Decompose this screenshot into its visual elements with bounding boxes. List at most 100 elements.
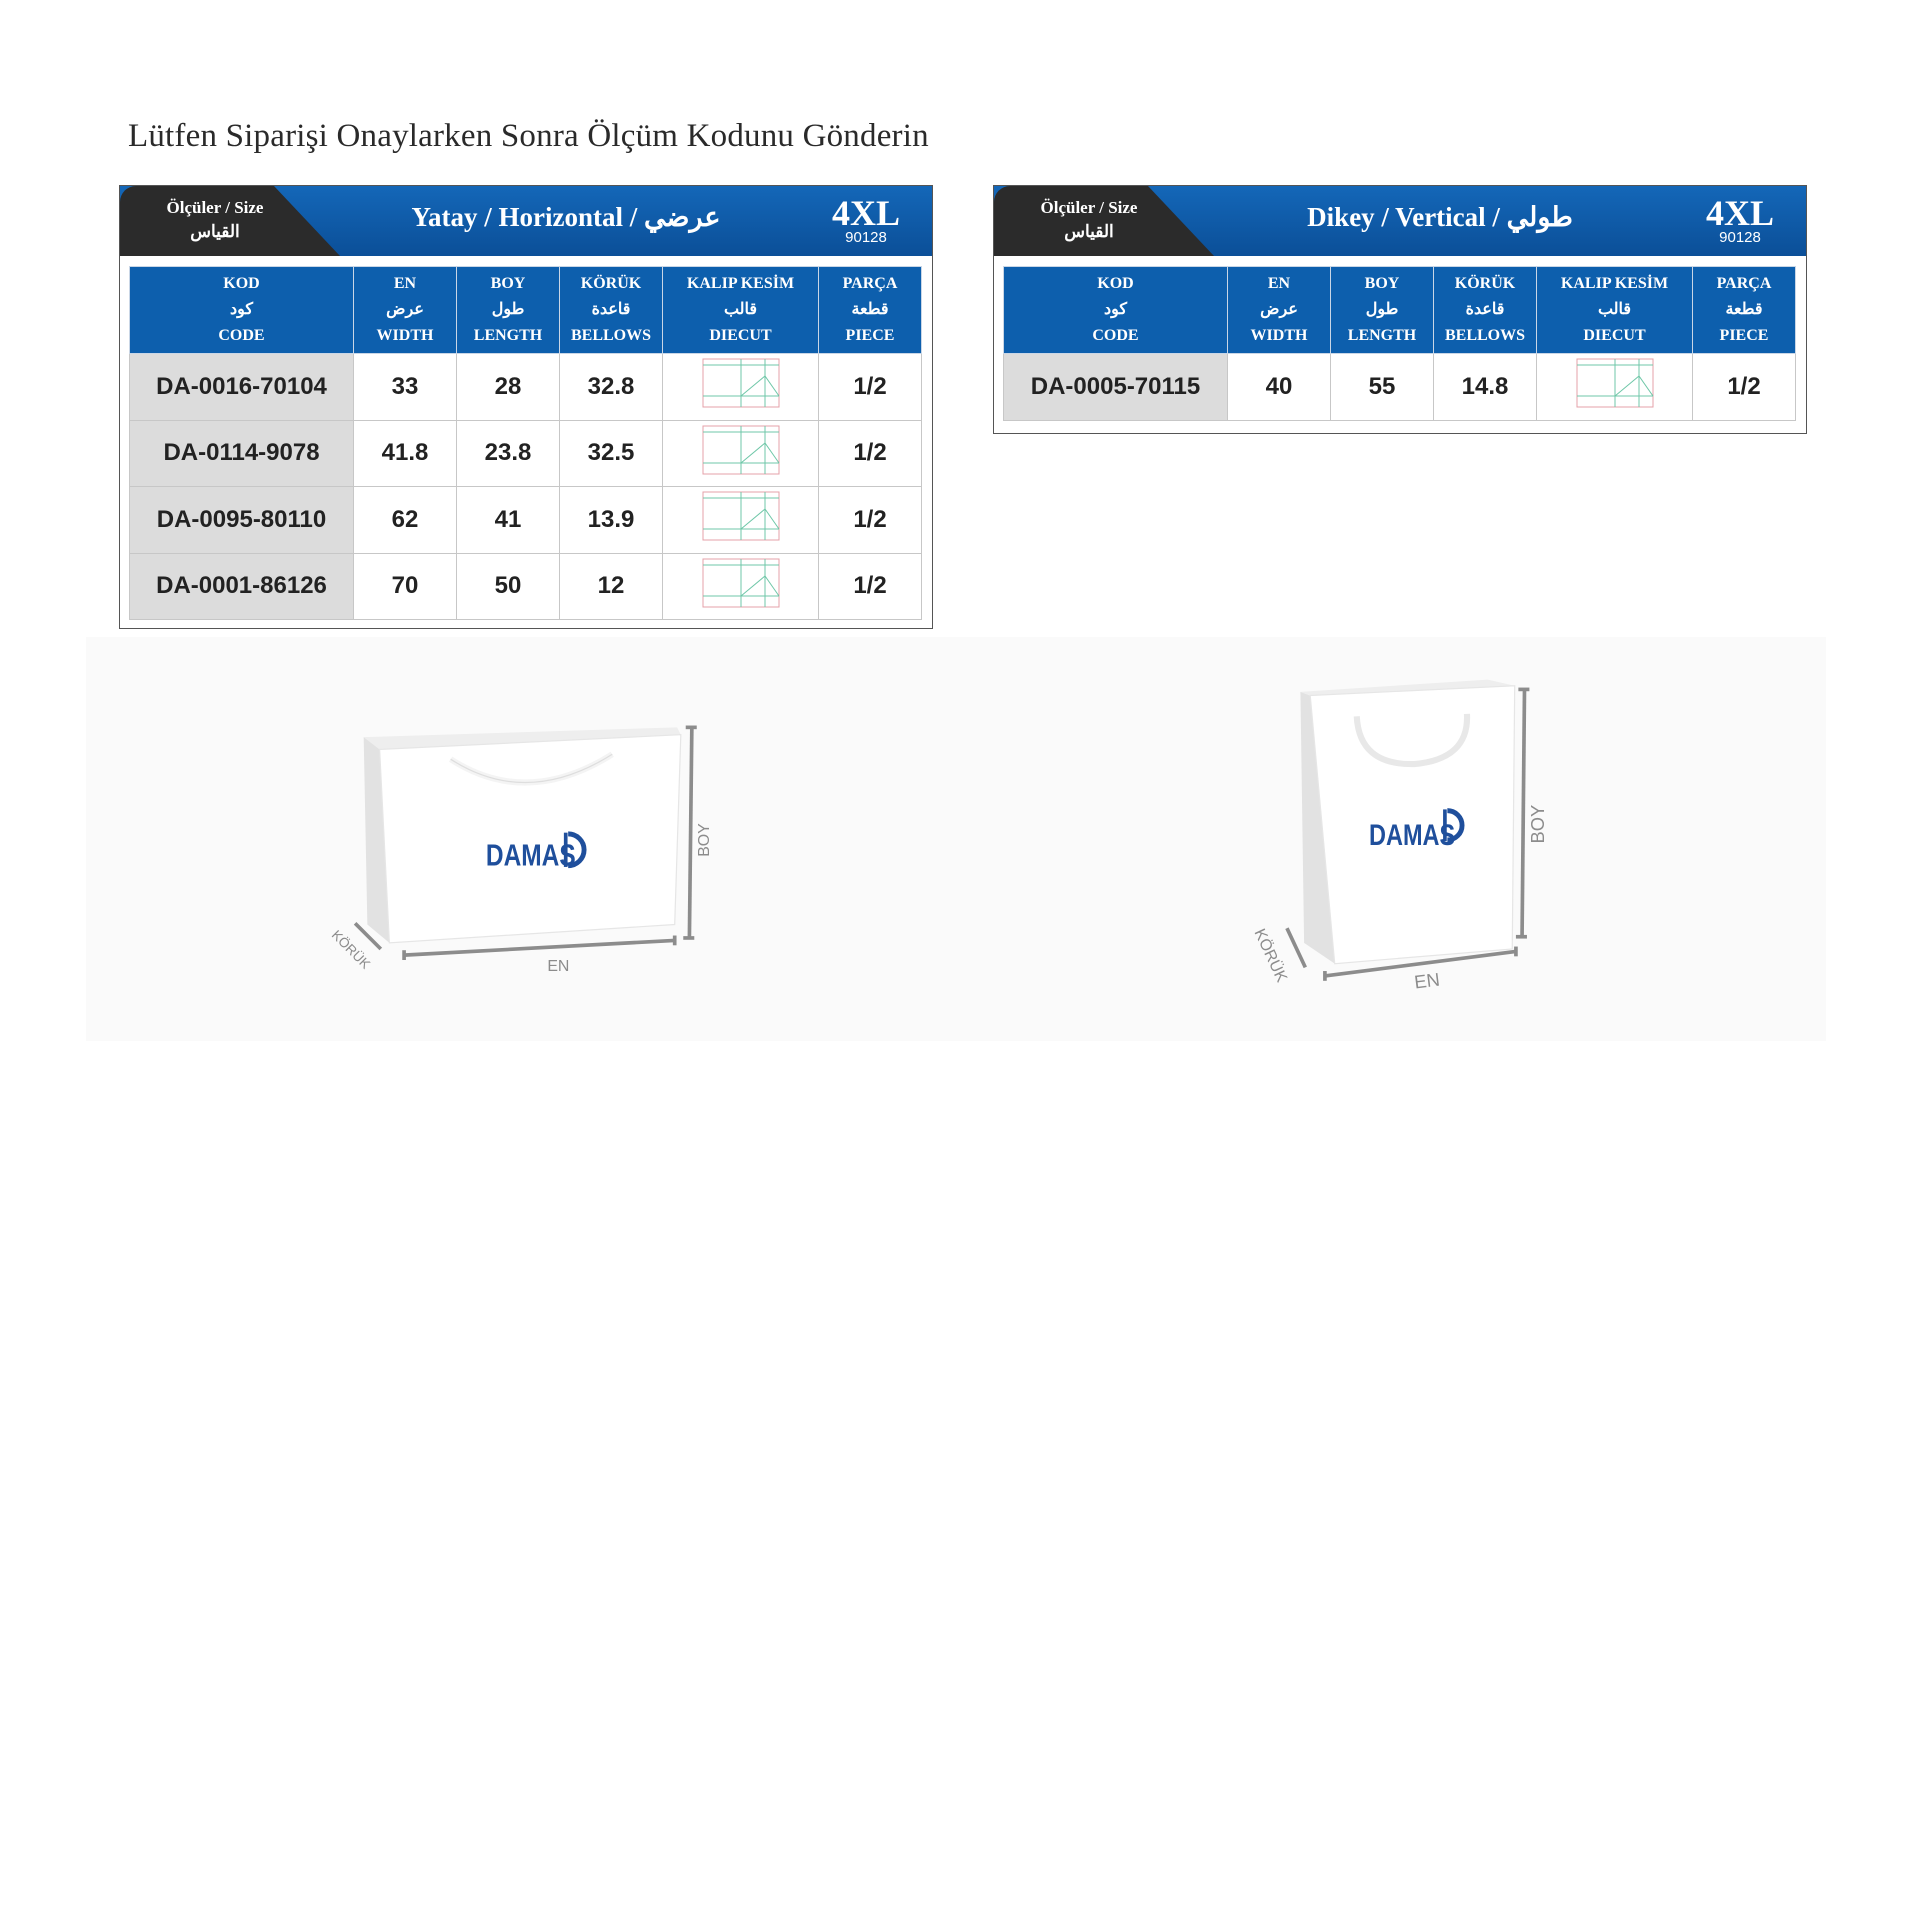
- code-cell: DA-0114-9078: [129, 419, 354, 487]
- length-cell: 50: [456, 552, 560, 620]
- code-cell: DA-0095-80110: [129, 486, 354, 554]
- size-code: 90128: [1719, 229, 1761, 246]
- column-header: KALIP KESİM قالب DIECUT: [1536, 266, 1693, 354]
- code-cell: DA-0016-70104: [129, 353, 354, 421]
- width-cell: 33: [353, 353, 457, 421]
- column-header-tr: BOY: [1364, 275, 1400, 292]
- table-header-band: Ölçüler / Size القياس Dikey / Vertical / …: [994, 186, 1806, 256]
- size-code: 90128: [845, 229, 887, 246]
- diecut-icon: [701, 425, 781, 483]
- damas-logo: DAMAS: [1369, 808, 1465, 852]
- table-header-row: KOD كود CODE EN عرض WIDTH BOY طول LENGTH KÖRÜK قاع…: [1003, 266, 1796, 354]
- diecut-icon: [701, 358, 781, 416]
- dimension-lines: [353, 725, 697, 961]
- code-cell: DA-0005-70115: [1003, 353, 1228, 421]
- column-header-tr: KALIP KESİM: [1560, 275, 1669, 292]
- vertical-size-table: Ölçüler / Size القياس Dikey / Vertical / …: [993, 185, 1807, 434]
- diecut-icon: [701, 558, 781, 616]
- column-header-en: DIECUT: [1583, 327, 1646, 344]
- diecut-cell: [662, 552, 819, 620]
- diecut-cell: [662, 353, 819, 421]
- vertical-bag-image: DAMAS EN BOY KÖRÜK: [1251, 679, 1548, 993]
- bellows-cell: 14.8: [1433, 353, 1537, 421]
- length-cell: 23.8: [456, 419, 560, 487]
- svg-text:DAMAS: DAMAS: [486, 838, 576, 872]
- diecut-cell: [662, 486, 819, 554]
- size-table: KOD كود CODE EN عرض WIDTH BOY طول LENGTH KÖRÜK قاع…: [1003, 266, 1796, 421]
- table-header-row: KOD كود CODE EN عرض WIDTH BOY طول LENGTH KÖRÜK قاع…: [129, 266, 922, 354]
- column-header: PARÇA قطعة PIECE: [1692, 266, 1796, 354]
- column-header-ar: قالب: [1597, 301, 1632, 318]
- column-header-en: PIECE: [1719, 327, 1769, 344]
- size-table: KOD كود CODE EN عرض WIDTH BOY طول LENGTH KÖRÜK قاع…: [129, 266, 922, 620]
- column-header-ar: كود: [1103, 301, 1127, 318]
- piece-cell: 1/2: [1692, 353, 1796, 421]
- column-header: KOD كود CODE: [129, 266, 354, 354]
- size-label: Ölçüler / Size: [1040, 198, 1138, 217]
- column-header-tr: PARÇA: [842, 275, 898, 292]
- size-name: 4XL: [831, 193, 900, 233]
- length-cell: 55: [1330, 353, 1434, 421]
- column-header-tr: KÖRÜK: [580, 275, 642, 292]
- column-header: KALIP KESİM قالب DIECUT: [662, 266, 819, 354]
- column-header-en: WIDTH: [376, 327, 434, 344]
- size-label-ar: القياس: [190, 222, 240, 241]
- column-header-tr: KÖRÜK: [1454, 275, 1516, 292]
- column-header-ar: طول: [1365, 301, 1399, 318]
- horizontal-bag-image: DAMAS EN BOY KÖRÜK: [329, 725, 713, 975]
- table-row: DA-0114-9078 41.8 23.8 32.5 1/2: [129, 419, 922, 487]
- column-header: KÖRÜK قاعدة BELLOWS: [559, 266, 663, 354]
- table-row: DA-0001-86126 70 50 12 1/2: [129, 552, 922, 620]
- column-header-tr: EN: [393, 275, 417, 292]
- column-header: BOY طول LENGTH: [456, 266, 560, 354]
- column-header-en: LENGTH: [473, 327, 543, 344]
- width-cell: 41.8: [353, 419, 457, 487]
- orientation-title: Yatay / Horizontal / عرضي: [411, 202, 721, 232]
- column-header-en: DIECUT: [709, 327, 772, 344]
- column-header: PARÇA قطعة PIECE: [818, 266, 922, 354]
- column-header-en: WIDTH: [1250, 327, 1308, 344]
- column-header-ar: قاعدة: [1465, 301, 1505, 318]
- size-name: 4XL: [1705, 193, 1774, 233]
- column-header-ar: طول: [491, 301, 525, 318]
- damas-logo: DAMAS: [486, 831, 587, 872]
- column-header-tr: KOD: [1097, 275, 1134, 292]
- column-header-en: LENGTH: [1347, 327, 1417, 344]
- diecut-icon: [701, 491, 781, 549]
- en-label: EN: [547, 958, 569, 975]
- piece-cell: 1/2: [818, 353, 922, 421]
- column-header-en: BELLOWS: [1444, 327, 1526, 344]
- column-header-tr: EN: [1267, 275, 1291, 292]
- piece-cell: 1/2: [818, 419, 922, 487]
- en-label: EN: [1413, 969, 1441, 993]
- table-row: DA-0016-70104 33 28 32.8 1/2: [129, 353, 922, 421]
- diecut-icon: [1575, 358, 1655, 416]
- column-header-ar: قالب: [723, 301, 758, 318]
- horizontal-size-table: Ölçüler / Size القياس Yatay / Horizontal …: [119, 185, 933, 629]
- code-cell: DA-0001-86126: [129, 552, 354, 620]
- boy-label: BOY: [696, 823, 713, 857]
- table-header-band: Ölçüler / Size القياس Yatay / Horizontal …: [120, 186, 932, 256]
- column-header-ar: عرض: [386, 301, 424, 318]
- column-header-tr: PARÇA: [1716, 275, 1772, 292]
- column-header-en: CODE: [1092, 327, 1139, 344]
- column-header: BOY طول LENGTH: [1330, 266, 1434, 354]
- size-label-ar: القياس: [1064, 222, 1114, 241]
- column-header-ar: عرض: [1260, 301, 1298, 318]
- boy-label: BOY: [1527, 805, 1548, 844]
- column-header: EN عرض WIDTH: [1227, 266, 1331, 354]
- piece-cell: 1/2: [818, 552, 922, 620]
- bellows-cell: 13.9: [559, 486, 663, 554]
- column-header: KÖRÜK قاعدة BELLOWS: [1433, 266, 1537, 354]
- column-header-ar: قطعة: [1725, 301, 1763, 318]
- column-header-tr: KOD: [223, 275, 260, 292]
- column-header: EN عرض WIDTH: [353, 266, 457, 354]
- table-row: DA-0005-70115 40 55 14.8 1/2: [1003, 353, 1796, 421]
- width-cell: 40: [1227, 353, 1331, 421]
- orientation-title: Dikey / Vertical / طولي: [1307, 202, 1573, 232]
- svg-text:DAMAS: DAMAS: [1369, 818, 1455, 851]
- bellows-cell: 12: [559, 552, 663, 620]
- column-header-ar: قاعدة: [591, 301, 631, 318]
- diecut-cell: [1536, 353, 1693, 421]
- width-cell: 70: [353, 552, 457, 620]
